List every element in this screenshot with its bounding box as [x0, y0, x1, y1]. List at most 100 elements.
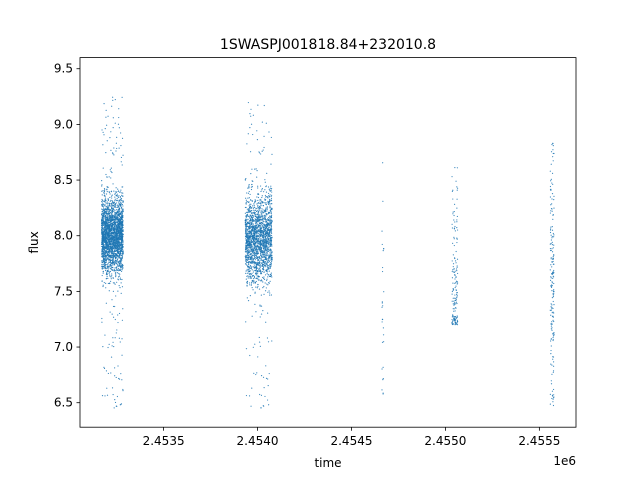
data-point [118, 210, 120, 212]
data-point [119, 269, 122, 272]
data-point [109, 221, 111, 223]
data-point [271, 251, 273, 253]
data-point [118, 147, 120, 149]
data-point [552, 307, 554, 310]
data-point [113, 190, 115, 192]
data-point [246, 232, 248, 234]
data-point [112, 117, 114, 119]
data-point [118, 108, 120, 110]
data-point [263, 232, 265, 234]
data-point [121, 96, 123, 98]
data-point [120, 278, 122, 281]
data-point [113, 242, 116, 244]
data-point [263, 277, 265, 280]
data-point [455, 180, 457, 182]
data-point [119, 269, 121, 272]
data-point [101, 274, 103, 277]
data-point [113, 268, 115, 270]
data-point [245, 225, 248, 227]
data-point [250, 108, 252, 110]
data-point [456, 167, 459, 169]
data-point [552, 156, 554, 158]
data-point [262, 220, 264, 222]
data-point [262, 224, 264, 227]
data-point [257, 267, 259, 269]
data-point [121, 212, 123, 214]
data-point [102, 242, 105, 244]
data-point [553, 236, 555, 238]
data-point [111, 236, 113, 238]
data-point [247, 101, 249, 104]
data-point [111, 313, 113, 315]
data-point [258, 233, 260, 235]
data-point [101, 268, 103, 270]
data-point [268, 246, 270, 248]
data-point [122, 209, 124, 211]
data-point [257, 283, 259, 286]
data-point [109, 220, 111, 222]
data-point [106, 176, 108, 178]
data-point [258, 219, 260, 221]
data-point [258, 270, 260, 272]
data-point [264, 202, 266, 204]
data-point [101, 235, 103, 238]
data-point [105, 250, 107, 252]
data-point [255, 257, 257, 259]
data-point [256, 230, 258, 232]
data-point [102, 253, 104, 255]
data-point [115, 190, 117, 193]
data-point [252, 207, 254, 209]
data-point [251, 186, 253, 188]
data-point [270, 185, 272, 187]
data-point [549, 196, 552, 198]
data-point [111, 216, 113, 218]
data-point [112, 235, 114, 237]
data-point [258, 279, 260, 281]
data-point [115, 150, 117, 152]
data-point [248, 263, 250, 266]
data-point [107, 282, 109, 285]
data-point [452, 282, 454, 284]
data-point [256, 240, 258, 243]
data-point [258, 240, 261, 243]
data-point [121, 220, 123, 223]
data-point [112, 277, 114, 279]
data-point [254, 255, 256, 257]
data-point [102, 222, 104, 224]
data-point [249, 235, 251, 237]
data-point [248, 276, 250, 278]
data-point [113, 231, 115, 233]
data-point [115, 215, 118, 217]
data-point [451, 314, 454, 316]
data-point [453, 214, 455, 217]
data-point [120, 156, 123, 159]
data-point [101, 208, 103, 210]
data-point [260, 305, 263, 307]
data-point [248, 251, 250, 253]
data-point [115, 202, 118, 204]
data-point [102, 205, 104, 208]
data-point [267, 239, 269, 241]
data-point [266, 210, 268, 212]
data-point [252, 223, 254, 225]
data-point [451, 316, 453, 318]
data-point [245, 178, 247, 180]
data-point [269, 266, 271, 268]
data-point [251, 315, 253, 317]
data-point [265, 207, 267, 209]
data-point [248, 184, 250, 186]
data-point [119, 225, 121, 227]
data-point [258, 152, 261, 154]
data-point [552, 361, 555, 363]
data-point [269, 251, 271, 253]
data-point [255, 215, 257, 218]
data-point [256, 270, 259, 272]
data-point [250, 223, 252, 225]
data-point [108, 255, 110, 257]
data-point [258, 288, 261, 290]
data-point [258, 276, 260, 278]
y-tick-label: 7.5 [54, 284, 73, 298]
data-point [101, 224, 103, 226]
data-point [262, 191, 265, 193]
data-point [259, 247, 261, 249]
